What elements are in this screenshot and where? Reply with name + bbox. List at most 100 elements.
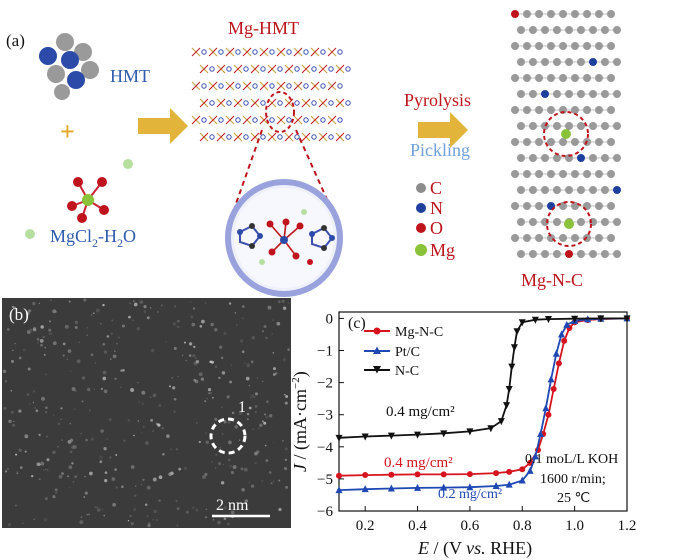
y-tick-label: −1 [317, 344, 333, 360]
hmt-label: HMT [110, 66, 150, 86]
data-point [503, 402, 511, 410]
panel-a: (a) HMT + [6, 10, 621, 297]
axis-ticks: 0.2 0.4 0.6 0.8 1.0 1.2 0 −1 −2 −3 −4 −5 −6 [317, 311, 636, 534]
data-point [542, 404, 550, 412]
x-tick-label: 1.2 [618, 518, 637, 534]
scale-bar-label: 2 nm [216, 497, 249, 514]
data-point [508, 363, 516, 371]
y-tick-label: −6 [317, 504, 333, 520]
annotation-n-c-loading: 0.4 mg/cm² [386, 404, 455, 420]
data-point [487, 425, 495, 433]
data-point [552, 349, 560, 357]
x-tick-label: 1.0 [565, 518, 584, 534]
data-point [510, 344, 518, 352]
data-point [558, 330, 566, 338]
data-point [531, 316, 539, 324]
data-point [335, 434, 343, 442]
data-point [506, 468, 513, 475]
pyrolysis-label: Pyrolysis [404, 90, 471, 110]
legend-marker-triangle-down [373, 366, 381, 374]
data-point [505, 480, 513, 488]
carbon-dot-icon [416, 183, 426, 193]
mg-hmt-lattice-image [191, 47, 351, 142]
condition-electrolyte: 0.1 moL/L KOH [525, 452, 618, 467]
data-point [336, 472, 342, 479]
panel-b: (b) 1 2 nm [2, 298, 291, 528]
data-point [537, 429, 545, 437]
data-point [440, 430, 448, 438]
annotation-pt-c-loading: 0.2 mg/cm² [438, 487, 502, 502]
zoom-line-left [231, 129, 263, 216]
data-point [388, 471, 395, 478]
mgcl2-molecule-image [25, 159, 133, 239]
data-point [623, 315, 631, 323]
hmt-molecule-image [39, 33, 99, 100]
plot-frame [338, 311, 628, 512]
data-point [571, 315, 579, 323]
data-point [563, 320, 571, 328]
y-tick-label: −3 [317, 408, 333, 424]
legend-n: N [430, 198, 443, 218]
y-tick-label: −4 [317, 440, 333, 456]
data-point [466, 471, 473, 478]
arrow-right-icon [138, 108, 188, 144]
mgcl2-h2o-label: MgCl2-H2O [50, 226, 136, 250]
y-tick-label: −5 [317, 472, 333, 488]
mg-hmt-label: Mg-HMT [228, 18, 299, 38]
chart-legend: Mg-N-C Pt/C N-C [364, 325, 443, 379]
panel-c-label: (c) [348, 315, 366, 332]
x-tick-label: 0.8 [513, 518, 532, 534]
data-point [518, 476, 526, 484]
magnesium-dot-icon [415, 244, 427, 256]
data-point [466, 483, 474, 491]
magnified-structure-image [225, 179, 343, 297]
data-point [544, 316, 552, 324]
data-point [497, 418, 505, 426]
nitrogen-dot-icon [416, 203, 426, 213]
data-point [561, 337, 568, 344]
x-tick-label: 0.4 [408, 518, 427, 534]
x-axis-label: E / (V vs. RHE) [417, 538, 532, 559]
condition-rotation: 1600 r/min; [540, 472, 606, 487]
data-point [440, 483, 448, 491]
data-point [518, 319, 526, 327]
pickling-label: Pickling [410, 140, 470, 160]
legend-marker-triangle-up [373, 346, 381, 354]
legend-marker-circle [373, 327, 381, 335]
data-point [361, 433, 369, 441]
panel-b-label: (b) [9, 305, 29, 324]
data-point [505, 386, 513, 394]
element-legend: C N O Mg [415, 178, 455, 260]
data-point [526, 466, 534, 474]
data-point [362, 472, 369, 479]
data-point [493, 470, 500, 477]
single-atom-marker [209, 417, 247, 455]
condition-temperature: 25 ℃ [557, 491, 590, 506]
data-point [440, 471, 447, 478]
data-point [545, 411, 552, 418]
data-point [555, 360, 562, 367]
plus-sign: + [60, 117, 75, 146]
legend-mg: Mg [430, 240, 455, 260]
legend-mg-n-c: Mg-N-C [395, 325, 443, 340]
data-point [414, 483, 422, 491]
mg-n-c-sheet-image [511, 10, 621, 258]
marker-number: 1 [238, 399, 246, 416]
legend-o: O [430, 218, 443, 238]
data-point [335, 486, 343, 494]
panel-c: 0.2 0.4 0.6 0.8 1.0 1.2 0 −1 −2 −3 −4 −5 −6 (c) Mg-N… [290, 311, 636, 559]
data-point [550, 386, 557, 393]
oxygen-dot-icon [416, 223, 426, 233]
x-tick-label: 0.6 [461, 518, 480, 534]
data-point [414, 471, 421, 478]
data-point [361, 485, 369, 493]
series-layer [335, 314, 631, 494]
mg-n-c-label: Mg-N-C [521, 270, 583, 290]
data-point [519, 466, 526, 473]
series-line-n-c [338, 317, 627, 439]
y-axis-label: J / (mA·cm−2) [290, 371, 311, 472]
arrow-right-icon-2 [418, 112, 468, 148]
x-tick-label: 0.2 [356, 518, 375, 534]
stem-speckle [2, 298, 290, 528]
legend-n-c: N-C [395, 364, 419, 379]
